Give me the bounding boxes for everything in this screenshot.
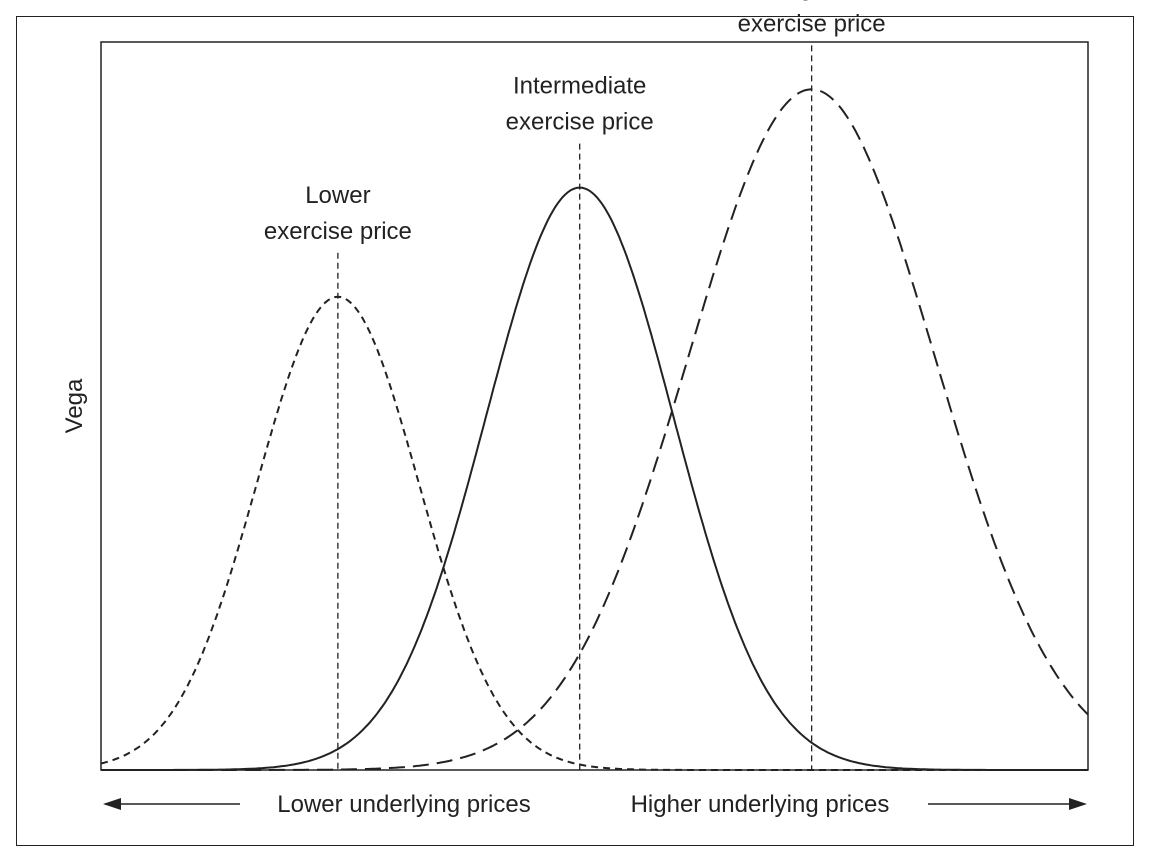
curve-lower-exercise-price <box>100 295 1088 771</box>
x-axis-direction: Lower underlying prices Higher underlyin… <box>103 791 1087 818</box>
series-intermediate-exercise-price <box>101 143 1088 771</box>
series-labels: Lower exercise price Intermediate exercise … <box>264 0 886 245</box>
series-label-lower-exercise-price-line-2: exercise price <box>264 218 412 245</box>
x-label-right: Higher underlying prices <box>631 791 890 818</box>
series-label-higher-exercise-price-line-2: exercise price <box>738 10 886 37</box>
left-arrow-head <box>103 798 121 810</box>
x-label-left: Lower underlying prices <box>277 791 530 818</box>
series-label-intermediate-exercise-price-line-2: exercise price <box>506 109 654 136</box>
series-label-lower-exercise-price-line-1: Lower <box>305 182 370 209</box>
series-higher-exercise-price <box>101 45 1089 771</box>
curve-higher-exercise-price <box>101 88 1089 771</box>
right-arrow-head <box>1069 798 1087 810</box>
figure-frame <box>16 16 1134 846</box>
series-lower-exercise-price <box>100 252 1088 771</box>
y-axis-label: Vega <box>61 378 88 433</box>
curve-intermediate-exercise-price <box>101 186 1088 771</box>
series-label-higher-exercise-price-line-1: Higher <box>776 0 847 1</box>
series-label-intermediate-exercise-price-line-1: Intermediate <box>513 73 646 100</box>
series-layer <box>100 45 1089 771</box>
plot-area <box>100 41 1089 771</box>
